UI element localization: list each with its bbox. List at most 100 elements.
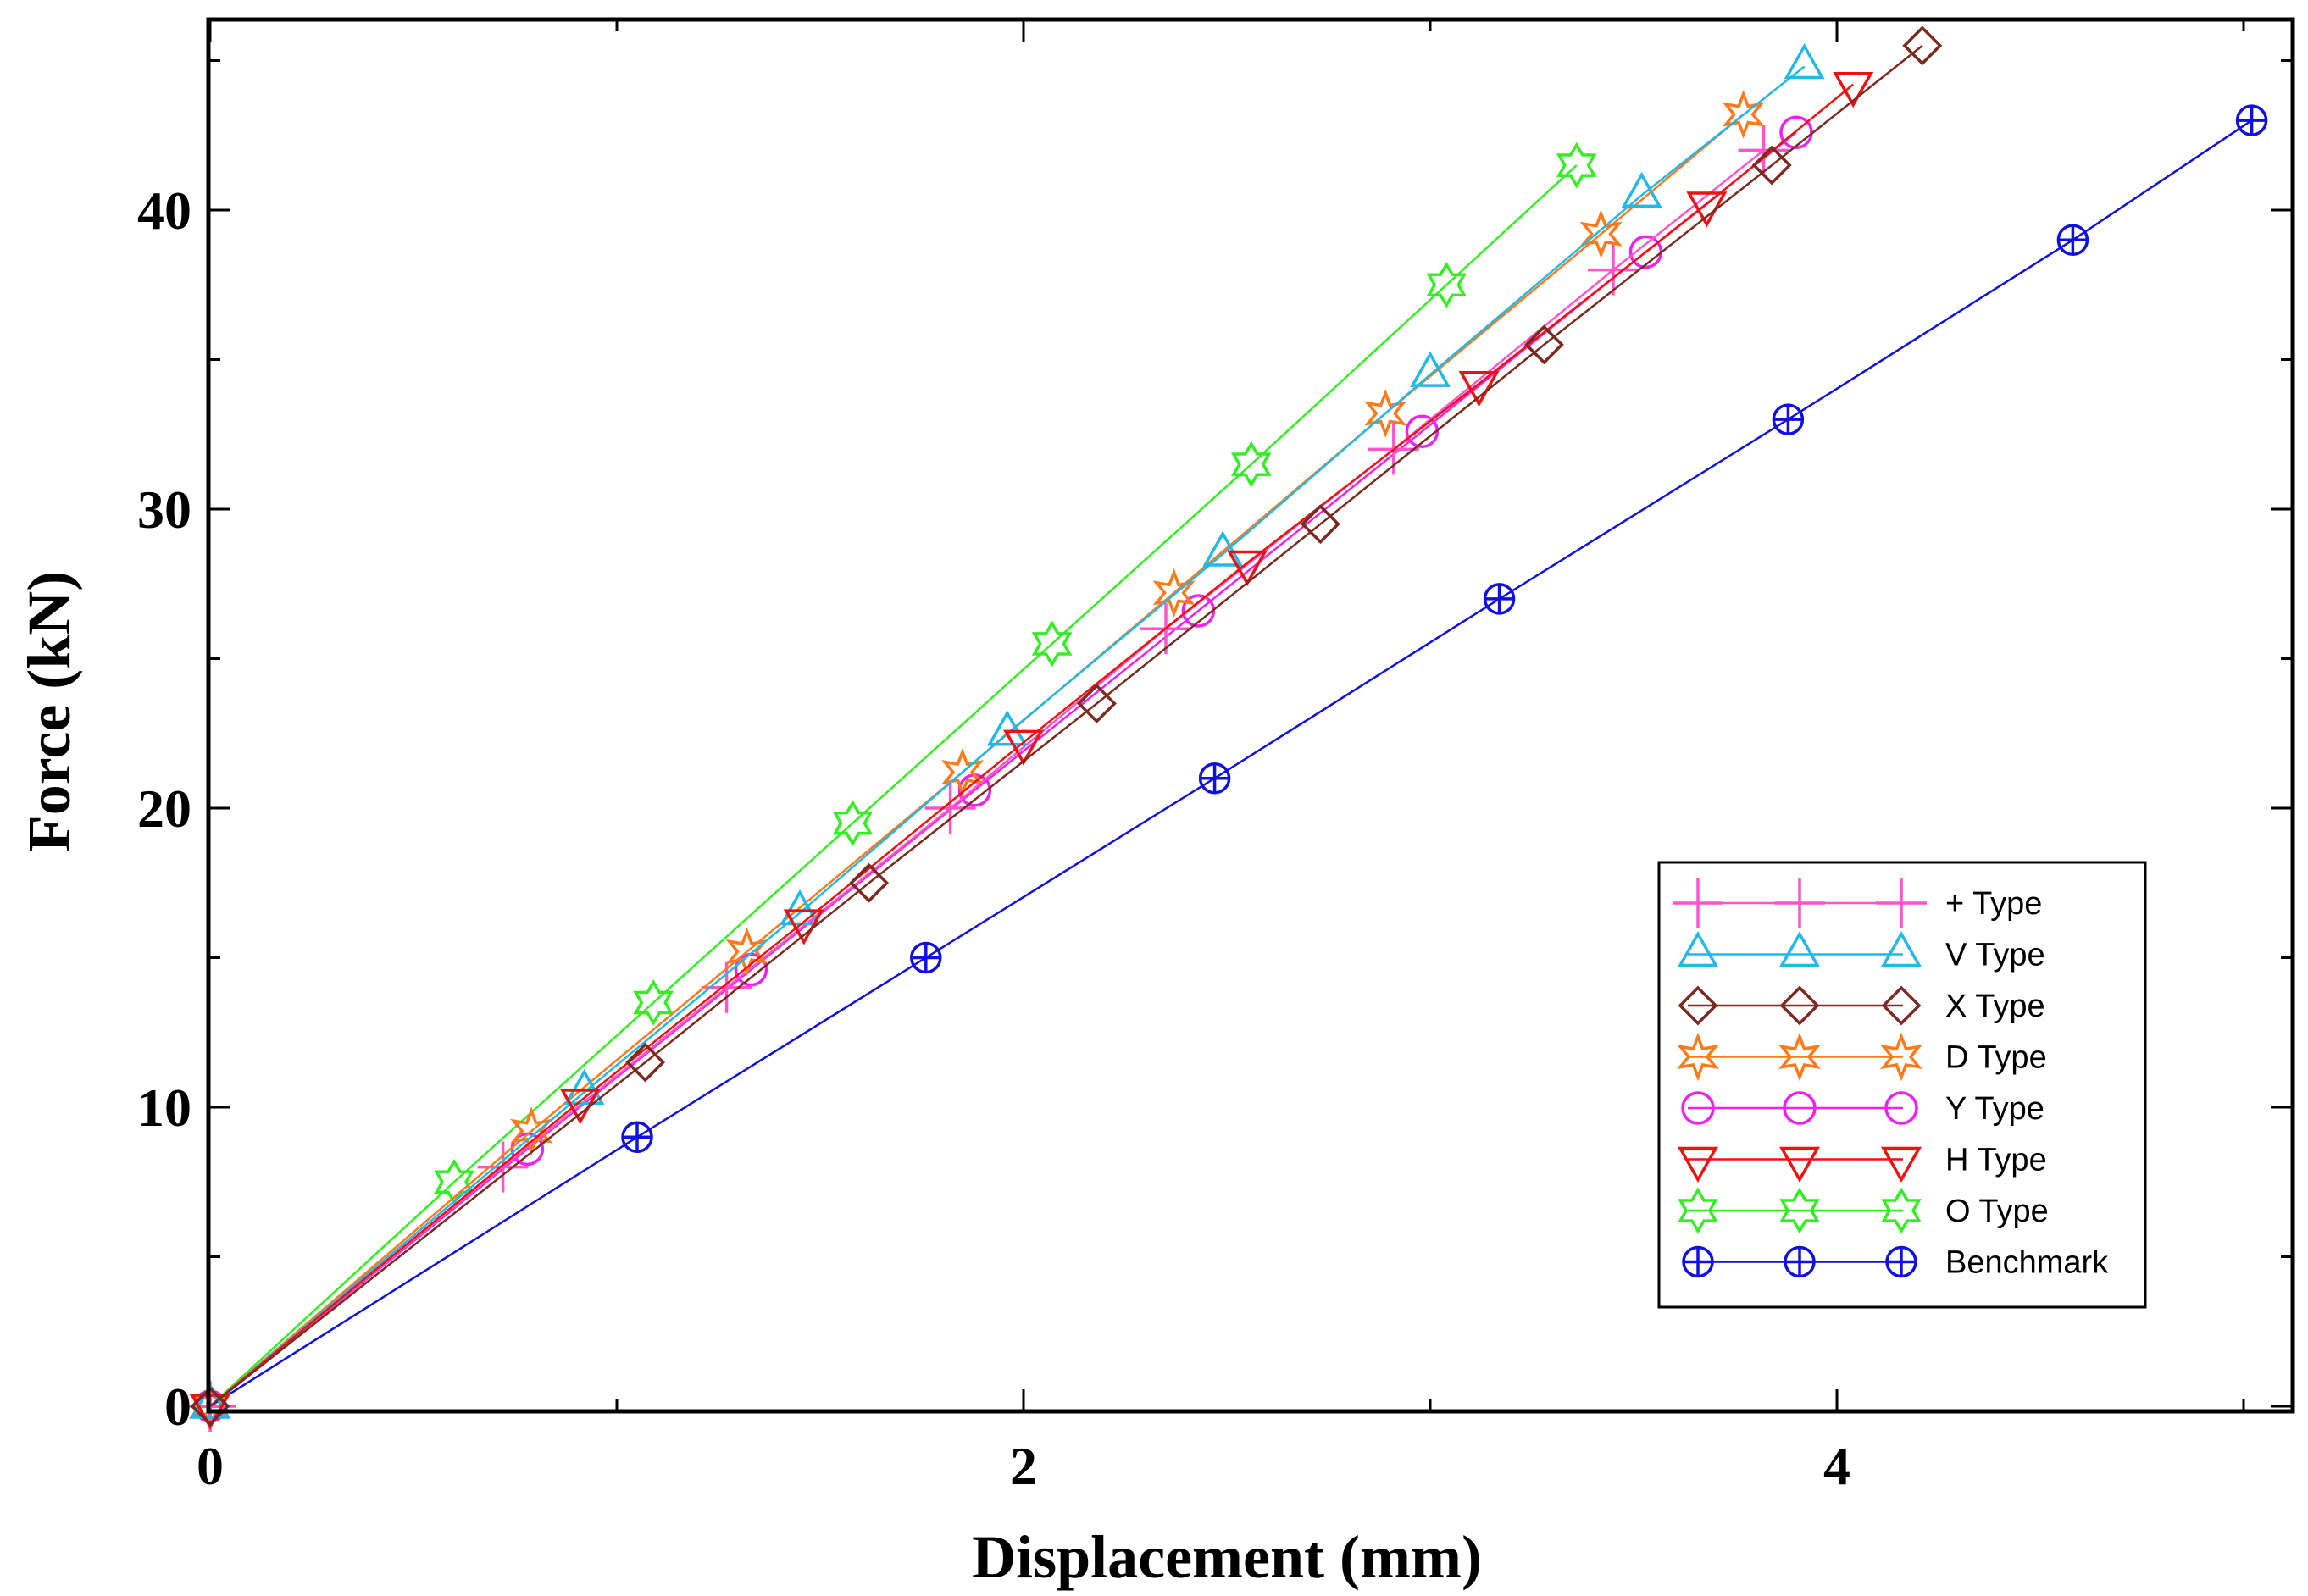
legend-item-d-type: D Type [1676, 1032, 2047, 1082]
data-point [1556, 141, 1597, 189]
legend-box [1657, 861, 2147, 1309]
legend-marker [1876, 878, 1927, 928]
data-point [1300, 504, 1340, 545]
legend-marker [1881, 1187, 1922, 1234]
legend-item-type: + Type [1673, 878, 2042, 928]
legend-label: + Type [1945, 886, 2042, 922]
series-v-type [189, 43, 1825, 1419]
data-point [1198, 762, 1231, 795]
data-point [1779, 115, 1813, 149]
data-point [924, 783, 976, 834]
data-point [621, 1121, 653, 1154]
legend-marker [1779, 985, 1820, 1026]
data-point [783, 909, 824, 945]
data-point [1523, 324, 1564, 365]
data-point [1226, 550, 1268, 587]
legend-marker [1881, 985, 1922, 1026]
legend: + Type V Type X Type D Type Y Type H Type O Ty… [1657, 861, 2147, 1309]
legend-label: Y Type [1945, 1091, 2044, 1127]
data-point [1579, 209, 1623, 259]
data-point [190, 1386, 230, 1427]
legend-item-v-type: V Type [1677, 930, 2045, 973]
data-point [1833, 71, 1874, 108]
data-point [633, 979, 674, 1026]
x-tick-label: 4 [1823, 1436, 1850, 1496]
data-point [1751, 145, 1792, 186]
legend-marker [1676, 1032, 1720, 1082]
legend-marker [1673, 878, 1723, 928]
legend-marker [1778, 1032, 1822, 1082]
legend-label: D Type [1945, 1040, 2047, 1076]
series-line [209, 65, 1806, 1407]
data-point [1202, 530, 1244, 567]
legend-item-x-type: X Type [1678, 985, 2045, 1026]
data-point [1426, 261, 1467, 308]
x-axis-title: Displacement (mm) [972, 1523, 1482, 1591]
legend-label: Benchmark [1945, 1245, 2109, 1281]
legend-marker [1885, 1245, 1917, 1278]
data-point [625, 1042, 666, 1083]
legend-marker [1682, 1245, 1714, 1278]
data-point [2056, 224, 2089, 257]
data-point [986, 710, 1028, 746]
legend-marker [1880, 1146, 1922, 1183]
data-point [910, 941, 942, 974]
data-point [1031, 620, 1073, 668]
series-layer [185, 25, 2268, 1432]
series-line [209, 119, 2253, 1408]
legend-item-y-type: Y Type [1681, 1091, 2044, 1127]
data-point [1902, 25, 1943, 66]
data-point [1722, 90, 1765, 139]
y-tick-label: 0 [164, 1377, 191, 1437]
data-point [1483, 583, 1516, 615]
y-tick-label: 20 [137, 779, 191, 839]
data-point [1231, 441, 1272, 488]
legend-marker [1778, 930, 1821, 967]
legend-label: X Type [1945, 989, 2045, 1024]
legend-marker [1779, 1187, 1820, 1234]
legend-label: H Type [1945, 1143, 2047, 1178]
series-line [209, 44, 1923, 1407]
plot-frame [206, 17, 2295, 1414]
data-point [563, 1068, 605, 1106]
data-point [1076, 683, 1117, 723]
data-point [1152, 568, 1196, 618]
series-line [209, 83, 1854, 1407]
data-point [849, 862, 890, 903]
data-point [1621, 171, 1662, 208]
data-point [2235, 104, 2268, 136]
legend-item-benchmark: Benchmark [1682, 1245, 2109, 1281]
legend-marker [1774, 878, 1825, 928]
data-point [1784, 43, 1825, 80]
data-point [477, 1141, 529, 1193]
legend-label: O Type [1945, 1194, 2049, 1229]
data-point [1409, 351, 1451, 387]
legend-marker [1677, 1146, 1719, 1183]
legend-marker [1678, 985, 1718, 1026]
x-tick-label: 0 [197, 1436, 224, 1496]
data-point [1738, 125, 1789, 176]
y-tick-label: 30 [137, 479, 191, 540]
legend-marker [1784, 1245, 1816, 1278]
series-line [209, 164, 1578, 1407]
y-axis-title: Force (kN) [15, 571, 83, 853]
legend-marker [1879, 1032, 1923, 1082]
series-benchmark [194, 104, 2268, 1422]
legend-marker [1681, 1091, 1715, 1125]
legend-marker [1880, 930, 1922, 967]
legend-marker [1783, 1091, 1817, 1125]
legend-marker [1677, 930, 1719, 967]
data-point [1002, 729, 1045, 766]
y-tick-label: 40 [137, 180, 191, 241]
legend-marker [1778, 1146, 1821, 1183]
data-point [1364, 389, 1407, 438]
data-point [189, 1383, 231, 1419]
data-point [832, 800, 874, 847]
legend-item-o-type: O Type [1678, 1187, 2049, 1234]
data-point [1772, 403, 1805, 435]
legend-label: V Type [1945, 938, 2045, 973]
legend-marker [1678, 1187, 1718, 1234]
